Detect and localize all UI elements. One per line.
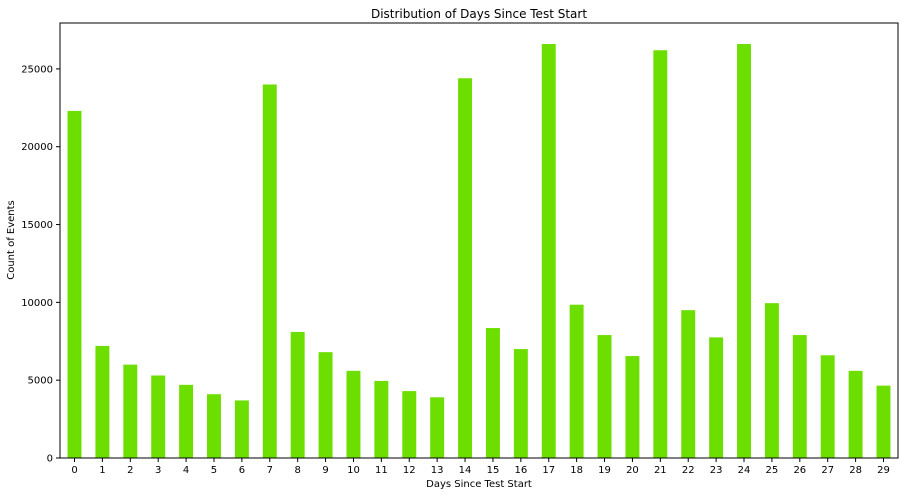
y-tick-label: 20000 [21, 142, 53, 153]
bar-day-11 [374, 380, 389, 458]
bar-day-8 [290, 331, 305, 458]
y-tick-label: 5000 [28, 376, 53, 387]
x-tick-label: 25 [766, 465, 779, 476]
x-tick-label: 1 [99, 465, 105, 476]
bar-day-10 [346, 370, 361, 458]
y-tick-label: 25000 [21, 64, 53, 75]
x-axis-label: Days Since Test Start [426, 479, 532, 490]
bar-day-20 [625, 356, 640, 458]
x-tick-label: 15 [487, 465, 500, 476]
y-ticks-group: 0 5000 10000 15000 20000 25000 [21, 64, 60, 465]
x-tick-label: 16 [514, 465, 527, 476]
bar-day-19 [597, 335, 612, 458]
x-tick-label: 18 [570, 465, 583, 476]
x-tick-label: 26 [793, 465, 806, 476]
x-tick-label: 14 [459, 465, 472, 476]
x-tick-label: 17 [542, 465, 555, 476]
bar-day-14 [458, 78, 473, 458]
x-tick-label: 7 [267, 465, 273, 476]
x-ticks-group: 0 1 2 3 4 5 6 7 8 9 10 11 12 13 14 15 16 17 18 19 20 21 22 23 24… [71, 458, 890, 476]
x-tick-label: 27 [821, 465, 834, 476]
bar-day-21 [653, 50, 668, 459]
x-tick-label: 23 [710, 465, 723, 476]
x-tick-label: 6 [239, 465, 245, 476]
bar-day-9 [318, 352, 333, 458]
x-tick-label: 10 [347, 465, 360, 476]
bar-day-17 [541, 44, 556, 458]
bar-day-15 [485, 328, 500, 458]
x-tick-label: 13 [431, 465, 444, 476]
plot-frame [59, 22, 899, 459]
bar-day-6 [234, 400, 249, 458]
bar-day-29 [876, 385, 891, 458]
bar-day-23 [709, 337, 724, 458]
bar-day-27 [820, 355, 835, 458]
x-tick-label: 11 [375, 465, 388, 476]
x-tick-label: 22 [682, 465, 695, 476]
bar-day-13 [430, 397, 445, 458]
bar-day-28 [848, 370, 863, 458]
y-tick-label: 15000 [21, 220, 53, 231]
bar-day-18 [569, 304, 584, 458]
x-tick-label: 0 [71, 465, 77, 476]
x-tick-label: 9 [322, 465, 328, 476]
chart-title: Distribution of Days Since Test Start [371, 7, 587, 21]
y-tick-label: 0 [47, 454, 53, 465]
x-tick-label: 28 [849, 465, 862, 476]
bar-day-5 [207, 394, 221, 458]
bar-day-4 [179, 384, 194, 458]
bar-day-2 [123, 364, 138, 458]
bar-day-25 [764, 303, 779, 458]
y-tick-label: 10000 [21, 298, 53, 309]
bar-day-26 [792, 335, 807, 458]
bar-day-16 [513, 349, 528, 458]
bar-day-3 [151, 375, 166, 458]
x-tick-label: 20 [626, 465, 639, 476]
bar-day-7 [262, 84, 277, 458]
x-tick-label: 8 [294, 465, 300, 476]
bar-day-24 [737, 44, 751, 458]
x-tick-label: 24 [738, 465, 751, 476]
x-tick-label: 2 [127, 465, 133, 476]
x-tick-label: 12 [403, 465, 416, 476]
x-tick-label: 21 [654, 465, 667, 476]
bar-day-22 [681, 310, 696, 458]
x-tick-label: 5 [211, 465, 217, 476]
bars-group [67, 44, 891, 459]
bar-day-0 [67, 110, 82, 459]
x-tick-label: 19 [598, 465, 611, 476]
x-tick-label: 29 [877, 465, 890, 476]
x-tick-label: 4 [183, 465, 189, 476]
bar-day-1 [95, 345, 110, 458]
y-axis-label: Count of Events [6, 200, 17, 280]
bar-day-12 [402, 391, 417, 458]
x-tick-label: 3 [155, 465, 161, 476]
